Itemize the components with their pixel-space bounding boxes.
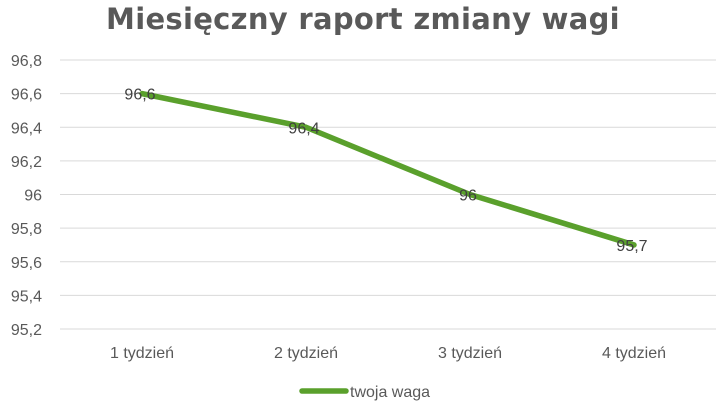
series-line (139, 90, 637, 248)
data-point (304, 125, 308, 130)
data-point (468, 192, 472, 197)
data-label: 95,7 (616, 238, 647, 255)
x-tick-label: 2 tydzień (274, 345, 338, 362)
legend-label: twoja waga (350, 384, 430, 401)
y-tick-label: 95,8 (11, 221, 42, 238)
legend: twoja waga (299, 384, 430, 401)
x-tick-label: 4 tydzień (602, 345, 666, 362)
series-group (139, 90, 637, 248)
y-tick-label: 96,4 (11, 120, 42, 137)
y-tick-label: 96 (24, 188, 42, 205)
x-tick-label: 1 tydzień (110, 345, 174, 362)
x-axis-ticks: 1 tydzień 2 tydzień 3 tydzień 4 tydzień (110, 345, 666, 362)
y-tick-label: 96,6 (11, 87, 42, 104)
gridlines (60, 59, 716, 330)
data-labels: 96,6 96,4 96 95,7 (124, 87, 647, 255)
x-tick-label: 3 tydzień (438, 345, 502, 362)
y-tick-label: 95,4 (11, 288, 42, 305)
data-label: 96,6 (124, 87, 155, 104)
data-point (140, 91, 144, 96)
y-tick-label: 95,6 (11, 255, 42, 272)
y-axis-ticks: 95,2 95,4 95,6 95,8 96 96,2 96,4 96,6 96,8 (11, 53, 42, 339)
y-tick-label: 96,8 (11, 53, 42, 70)
data-point (632, 242, 636, 247)
chart-title: Miesięczny raport zmiany wagi (106, 2, 620, 36)
y-tick-label: 95,2 (11, 322, 42, 339)
data-label: 96,4 (288, 120, 319, 137)
y-tick-label: 96,2 (11, 154, 42, 171)
data-label: 96 (459, 188, 477, 205)
